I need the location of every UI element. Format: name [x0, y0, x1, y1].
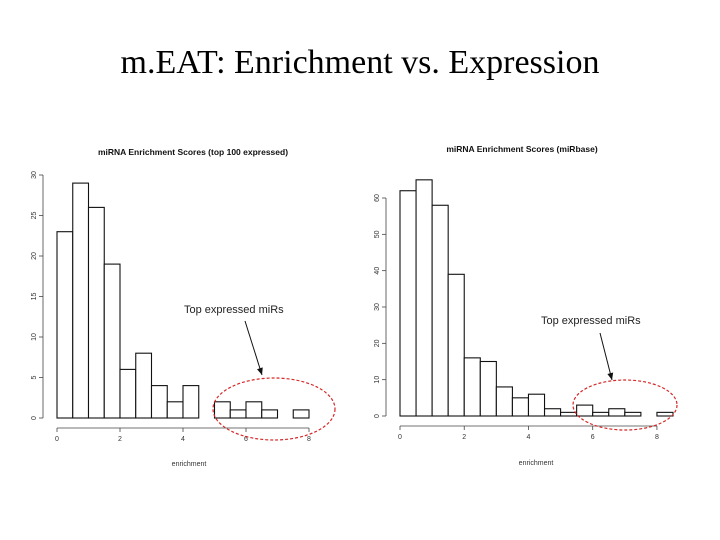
y-tick-label: 20: [374, 339, 381, 347]
x-tick-label: 4: [527, 434, 531, 441]
histogram-bar: [608, 408, 626, 417]
histogram-bar: [182, 385, 200, 419]
histogram-bar: [463, 357, 481, 417]
x-tick-label: 4: [181, 436, 185, 443]
y-tick-label: 30: [374, 303, 381, 311]
histogram-bar: [576, 404, 594, 417]
histogram-bar: [103, 263, 121, 419]
plot-title: miRNA Enrichment Scores (miRbase): [446, 144, 597, 154]
histogram-bar: [592, 411, 610, 417]
histogram-bar: [431, 204, 449, 417]
histogram-bar: [479, 360, 497, 417]
histogram-bar: [292, 409, 310, 419]
y-tick-label: 40: [374, 267, 381, 275]
histogram-bar: [560, 411, 578, 417]
x-tick-label: 6: [591, 434, 595, 441]
histogram-bar: [527, 393, 546, 417]
histogram-bar: [415, 179, 433, 417]
y-tick-label: 15: [31, 293, 38, 301]
annotation-arrow-head: [607, 372, 614, 380]
y-tick-label: 25: [31, 212, 38, 220]
annotation-label: Top expressed miRs: [541, 315, 641, 327]
x-axis-label: enrichment: [519, 460, 554, 467]
plot-title: miRNA Enrichment Scores (top 100 express…: [98, 147, 288, 157]
x-tick-label: 2: [462, 434, 466, 441]
x-tick-label: 8: [655, 434, 659, 441]
y-tick-label: 0: [31, 416, 38, 420]
y-tick-label: 10: [31, 333, 38, 341]
y-tick-label: 20: [31, 252, 38, 260]
y-tick-label: 60: [374, 194, 381, 202]
histogram-bar: [624, 411, 642, 417]
slide-title: m.EAT: Enrichment vs. Expression: [120, 44, 600, 81]
y-tick-label: 0: [374, 414, 381, 418]
histogram-bar: [447, 273, 465, 417]
highlight-ellipse: [572, 379, 678, 431]
annotation-arrow-head: [257, 367, 263, 375]
x-axis-label: enrichment: [172, 461, 207, 468]
annotation-arrow-line: [244, 320, 263, 376]
histogram-bar: [543, 408, 562, 417]
histogram-bar: [261, 409, 279, 419]
x-tick-label: 8: [307, 436, 311, 443]
annotation-arrow-line: [599, 332, 613, 381]
histogram-bar: [511, 397, 530, 417]
x-tick-label: 6: [244, 436, 248, 443]
annotation-label: Top expressed miRs: [184, 304, 284, 316]
highlight-ellipse: [212, 377, 336, 441]
x-tick-label: 0: [55, 436, 59, 443]
x-tick-label: 2: [118, 436, 122, 443]
y-tick-label: 10: [374, 376, 381, 384]
y-tick-label: 30: [31, 171, 38, 179]
histogram-bar: [656, 411, 674, 417]
y-tick-label: 50: [374, 230, 381, 238]
histogram-bar: [399, 190, 417, 417]
histogram-bar: [495, 386, 513, 417]
y-tick-label: 5: [31, 375, 38, 379]
x-tick-label: 0: [398, 434, 402, 441]
